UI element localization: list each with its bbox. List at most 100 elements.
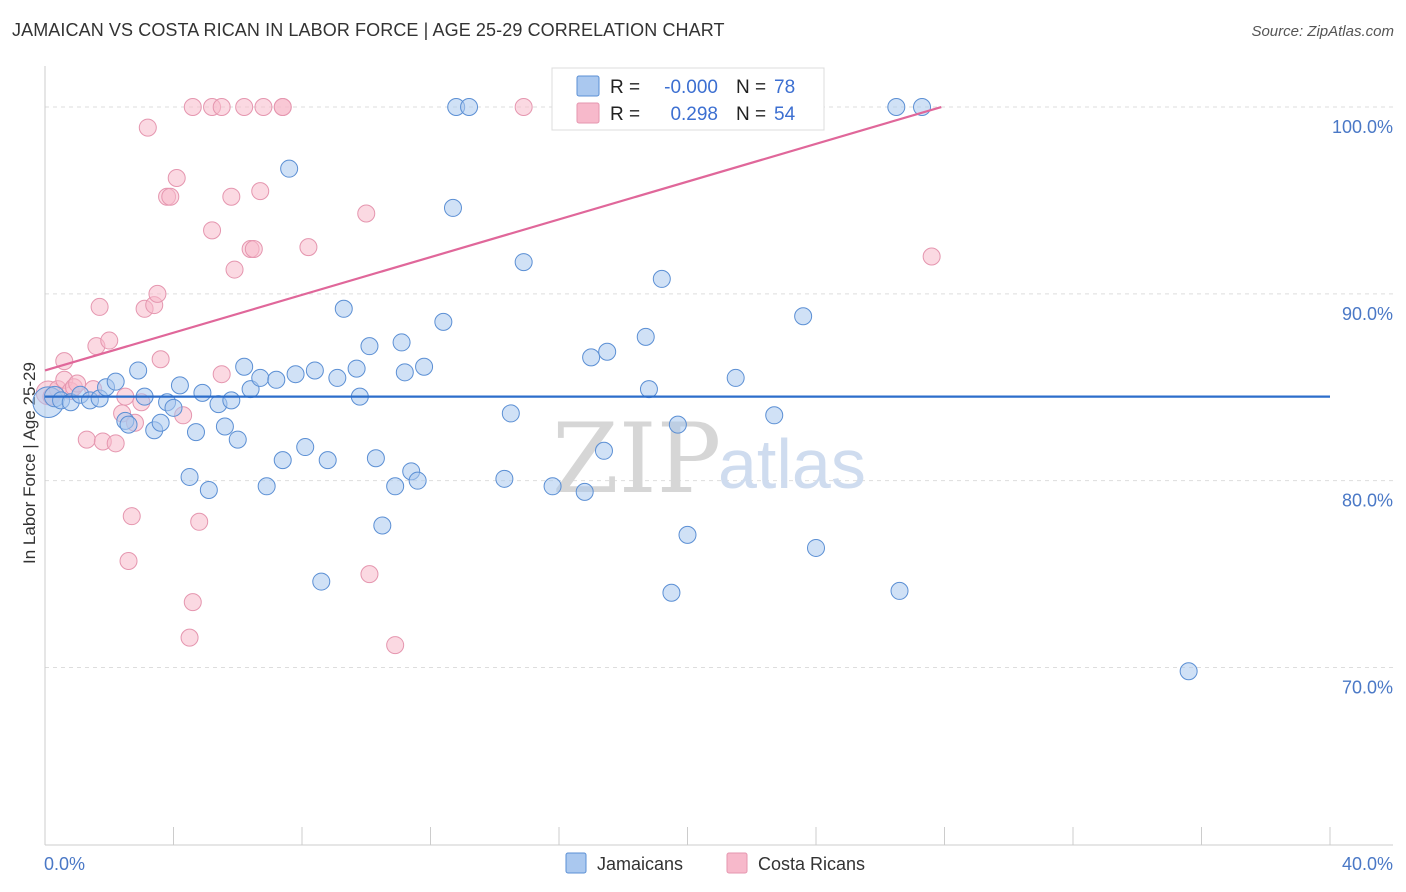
jamaican-point (193, 383, 212, 402)
jamaican-point (543, 477, 562, 496)
costa-rican-point (222, 187, 241, 206)
costa-rican-point (225, 260, 244, 279)
trend-lines (44, 105, 1330, 398)
costa-rican-point (357, 204, 376, 223)
jamaican-point (662, 583, 681, 602)
y-tick-labels: 70.0% 80.0% 90.0% 100.0% (1332, 117, 1393, 697)
jamaican-point (347, 359, 366, 378)
series-label-costa-ricans: Costa Ricans (758, 854, 865, 874)
legend-n-label-2: N = (736, 104, 766, 125)
costa-rican-point (161, 187, 180, 206)
jamaican-point (151, 413, 170, 432)
costa-rican-point (386, 636, 405, 655)
costa-rican-point (235, 98, 254, 117)
costa-rican-point (212, 98, 231, 117)
costa-rican-points (35, 98, 941, 655)
jamaican-point (598, 342, 617, 361)
legend-n-value-2: 54 (774, 104, 796, 125)
jamaican-point (257, 477, 276, 496)
jamaican-point (318, 451, 337, 470)
series-legend: Jamaicans Costa Ricans (565, 852, 865, 874)
series-swatch-jamaicans (565, 852, 587, 874)
series-swatch-costa-ricans (726, 852, 748, 874)
legend-swatch-jamaicans (576, 75, 600, 97)
jamaican-point (395, 363, 414, 382)
y-tick-label: 80.0% (1342, 491, 1393, 511)
costa-rican-point (212, 365, 231, 384)
y-tick-label: 70.0% (1342, 678, 1393, 698)
costa-rican-point (360, 565, 379, 584)
jamaican-point (678, 525, 697, 544)
jamaican-point (129, 361, 148, 380)
legend-r-label-2: R = (610, 104, 640, 125)
jamaican-point (794, 307, 813, 326)
costa-rican-point (254, 98, 273, 117)
jamaican-point (668, 415, 687, 434)
costa-rican-point (138, 118, 157, 137)
watermark: ZIP atlas (552, 403, 866, 515)
jamaican-point (434, 312, 453, 331)
jamaican-point (575, 482, 594, 501)
jamaican-point (280, 159, 299, 178)
correlation-legend: R = -0.000 N = 78 R = 0.298 N = 54 (551, 67, 825, 131)
jamaican-point (639, 380, 658, 399)
jamaican-point (373, 516, 392, 535)
jamaican-point (415, 357, 434, 376)
costa-rican-point (183, 98, 202, 117)
jamaican-point (305, 361, 324, 380)
watermark-zip: ZIP (552, 403, 721, 515)
y-tick-label: 100.0% (1332, 117, 1393, 137)
x-tick-labels: 0.0% 40.0% (44, 854, 1393, 874)
jamaican-point (890, 581, 909, 600)
series-label-jamaicans: Jamaicans (597, 854, 683, 874)
jamaican-point (286, 365, 305, 384)
jamaican-point (887, 98, 906, 117)
jamaican-point (501, 404, 520, 423)
costa-rican-point (273, 98, 292, 117)
jamaican-point (408, 471, 427, 490)
jamaican-point (594, 441, 613, 460)
jamaican-point (460, 98, 479, 117)
jamaican-point (443, 198, 462, 217)
legend-n-value-1: 78 (774, 77, 795, 98)
costa-rican-point (299, 238, 318, 257)
costa-rican-point (148, 284, 167, 303)
costa-rican-point (180, 628, 199, 647)
jamaican-point (251, 368, 270, 387)
costa-rican-point (100, 331, 119, 350)
jamaican-point (1179, 662, 1198, 681)
source-label: Source: ZipAtlas.com (1251, 23, 1394, 40)
costa-rican-point (90, 297, 109, 316)
jamaican-point (807, 538, 825, 557)
jamaican-point (366, 449, 385, 468)
x-tick-label-min: 0.0% (44, 854, 85, 874)
costa-rican-point (119, 552, 138, 571)
legend-r-label-1: R = (610, 77, 640, 98)
jamaican-point (726, 368, 745, 387)
jamaican-points (32, 98, 1198, 681)
costa-rican-point (151, 350, 170, 369)
jamaican-point (392, 333, 411, 352)
x-tick-label-max: 40.0% (1342, 854, 1393, 874)
costa-rican-point (514, 98, 533, 117)
jamaican-point (199, 481, 218, 500)
jamaican-point (652, 269, 671, 288)
jamaican-point (495, 469, 514, 488)
jamaican-point (334, 299, 353, 318)
jamaican-point (222, 391, 241, 410)
jamaican-point (215, 417, 234, 436)
chart-title: JAMAICAN VS COSTA RICAN IN LABOR FORCE |… (12, 20, 725, 40)
costa-rican-point (122, 507, 141, 526)
axes (44, 66, 1393, 846)
jamaican-point (765, 406, 784, 425)
costa-rican-point (106, 434, 125, 453)
costa-rican-point (244, 240, 263, 259)
jamaican-point (235, 357, 254, 376)
costa-rican-point (251, 182, 270, 201)
jamaican-point (328, 368, 347, 387)
jamaican-point (296, 438, 315, 457)
jamaican-point (636, 327, 655, 346)
y-tick-label: 90.0% (1342, 304, 1393, 324)
jamaican-point (514, 253, 533, 272)
legend-r-value-2: 0.298 (670, 104, 718, 125)
